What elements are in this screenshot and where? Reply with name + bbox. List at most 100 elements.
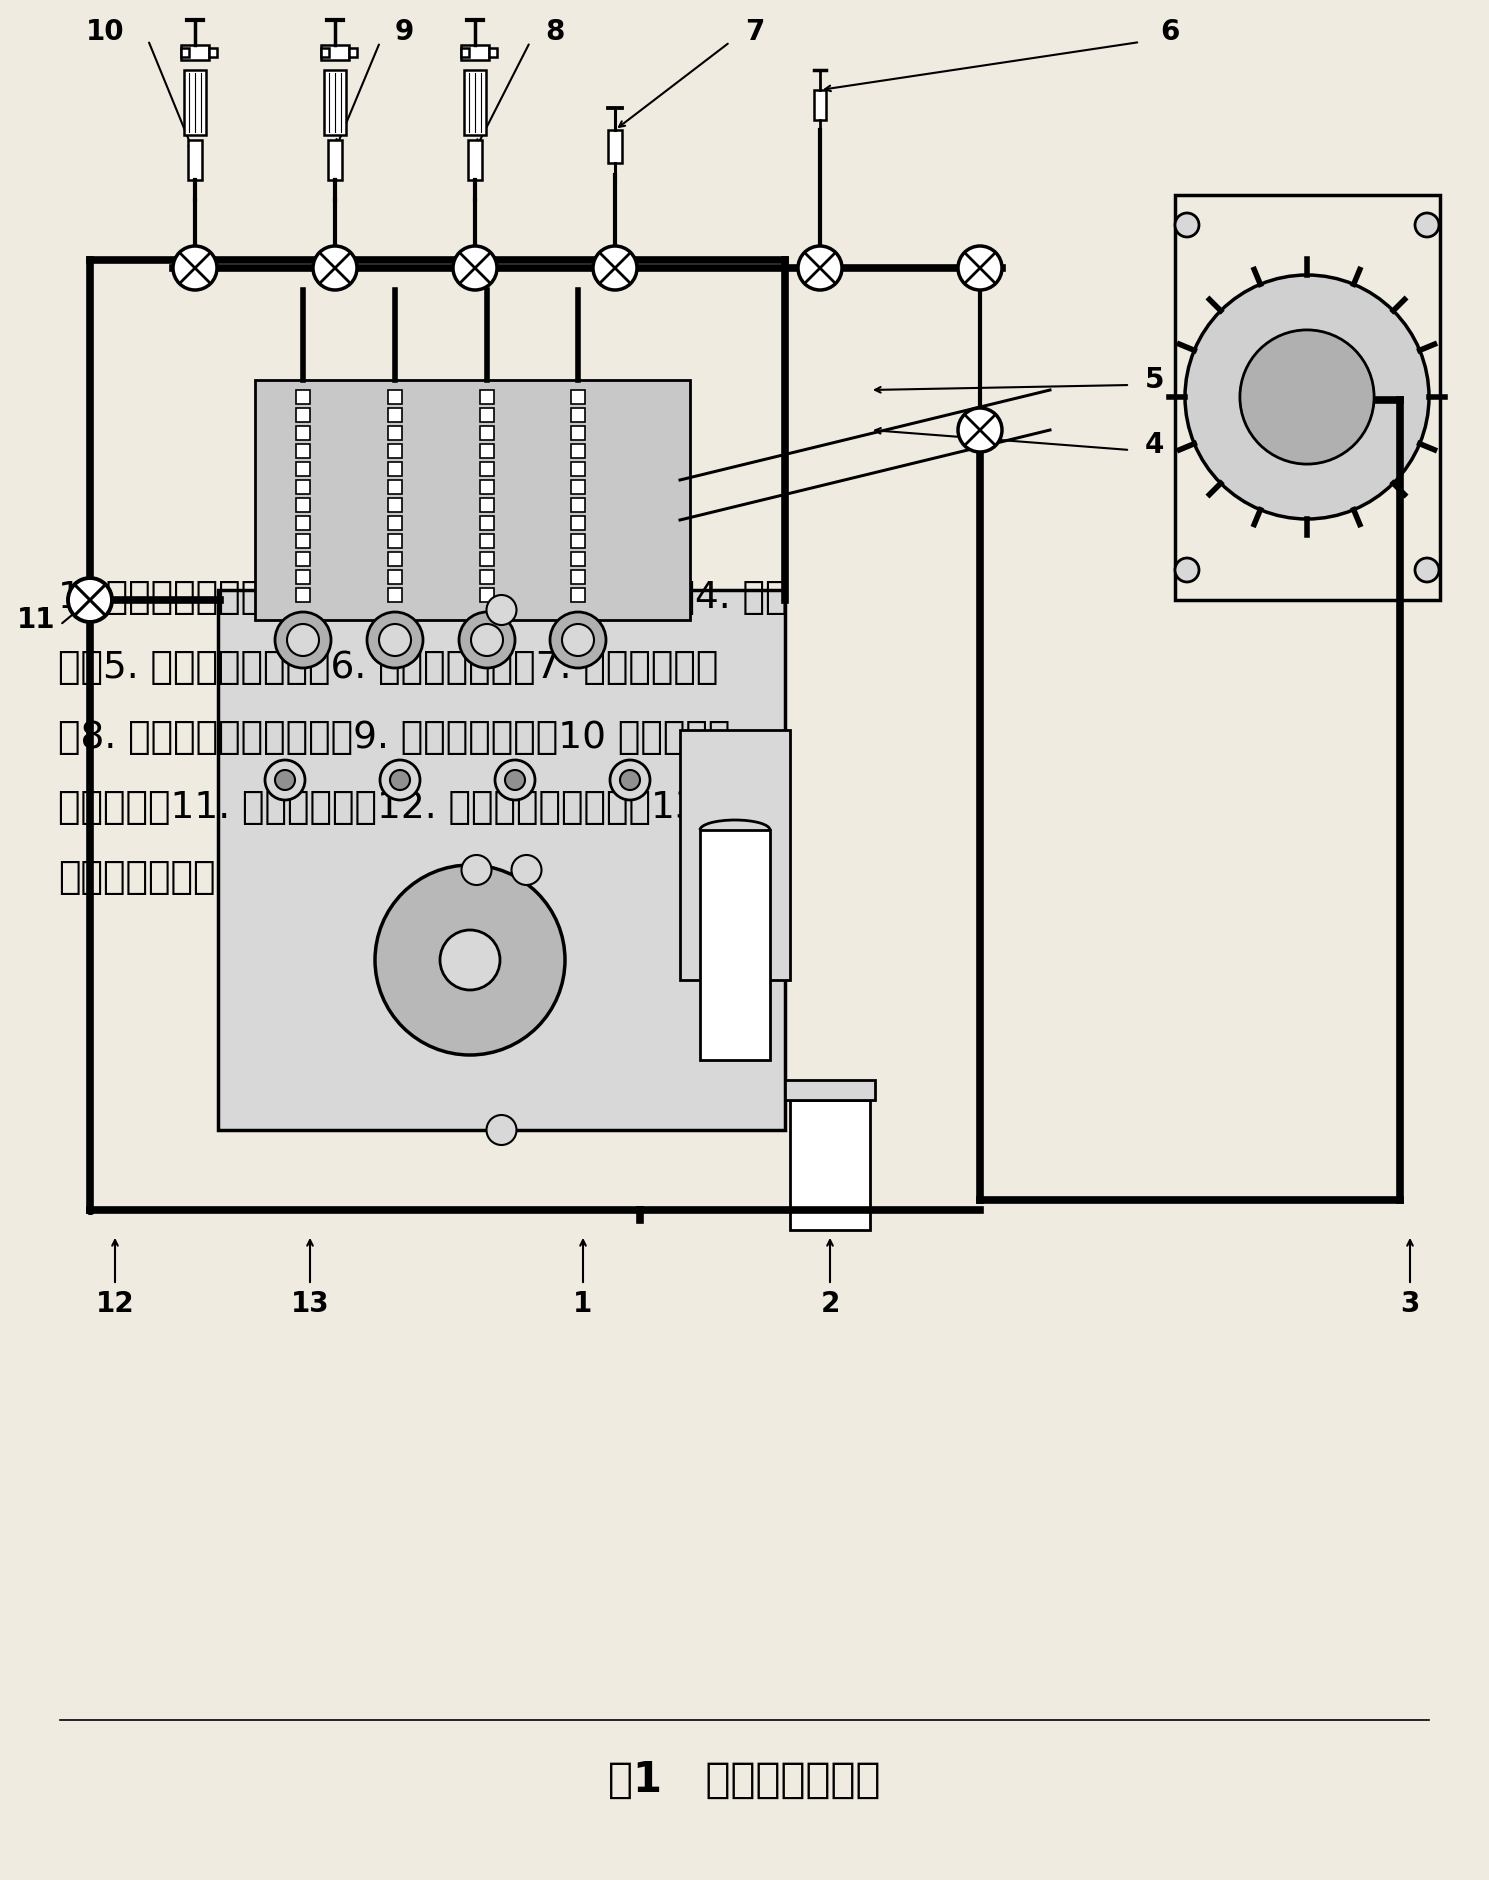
Bar [570, 498, 585, 511]
Circle shape [957, 246, 1002, 290]
Text: 7: 7 [744, 19, 764, 45]
Bar [389, 515, 402, 530]
Circle shape [593, 246, 637, 290]
Bar [182, 49, 189, 56]
Bar [479, 479, 494, 494]
Circle shape [549, 613, 606, 667]
Circle shape [798, 246, 841, 290]
Bar [296, 444, 310, 459]
Circle shape [512, 855, 542, 885]
Bar [479, 534, 494, 547]
Circle shape [265, 760, 305, 801]
Circle shape [494, 760, 535, 801]
Circle shape [487, 1115, 517, 1145]
Bar [185, 70, 205, 135]
Bar [465, 70, 485, 135]
Bar [296, 553, 310, 566]
Circle shape [1415, 212, 1438, 237]
Bar [785, 1079, 876, 1100]
Bar [570, 553, 585, 566]
Bar [570, 389, 585, 404]
Circle shape [471, 624, 503, 656]
Bar [462, 49, 469, 56]
Bar [296, 427, 310, 440]
Circle shape [1240, 329, 1374, 464]
Circle shape [957, 408, 1002, 451]
Bar [296, 570, 310, 585]
Text: 13: 13 [290, 1290, 329, 1318]
Circle shape [619, 771, 640, 790]
Bar [479, 389, 494, 404]
Circle shape [487, 594, 517, 624]
Bar [188, 139, 203, 180]
Bar [570, 444, 585, 459]
Bar [389, 427, 402, 440]
Bar [389, 588, 402, 602]
Bar [479, 408, 494, 421]
Circle shape [313, 246, 357, 290]
Bar [296, 515, 310, 530]
Bar [680, 729, 791, 979]
Bar [389, 553, 402, 566]
Text: 图1   电控单体泵系统: 图1 电控单体泵系统 [608, 1760, 880, 1801]
Circle shape [462, 855, 491, 885]
Circle shape [1175, 212, 1199, 237]
Circle shape [173, 246, 217, 290]
Bar [389, 534, 402, 547]
Text: 1. 电控组合单体泵总扐2. 柴油滤清全3. ECU 电控单元4. 线束: 1. 电控组合单体泵总扐2. 柴油滤清全3. ECU 电控单元4. 线束 [58, 581, 788, 617]
Bar [479, 570, 494, 585]
Text: 11: 11 [16, 605, 55, 634]
Bar [389, 444, 402, 459]
Text: 5: 5 [1145, 367, 1164, 395]
Bar [462, 45, 488, 60]
Text: 2: 2 [820, 1290, 840, 1318]
Text: 1: 1 [573, 1290, 593, 1318]
Bar [570, 479, 585, 494]
Bar [700, 829, 770, 1060]
Bar [255, 380, 689, 620]
Bar [570, 515, 585, 530]
Circle shape [380, 624, 411, 656]
Bar [208, 49, 217, 56]
Circle shape [1415, 558, 1438, 583]
Bar [322, 49, 329, 56]
Circle shape [441, 931, 500, 991]
Text: 3: 3 [1400, 1290, 1419, 1318]
Text: 6: 6 [1160, 19, 1179, 45]
Bar [348, 49, 357, 56]
Bar [488, 49, 497, 56]
Bar [479, 553, 494, 566]
Bar [389, 570, 402, 585]
Circle shape [375, 865, 564, 1055]
Circle shape [459, 613, 515, 667]
Bar [814, 90, 826, 120]
Bar [479, 427, 494, 440]
Circle shape [275, 771, 295, 790]
Bar [479, 498, 494, 511]
Bar [389, 498, 402, 511]
Bar [325, 70, 345, 135]
Bar [296, 479, 310, 494]
Text: 8: 8 [545, 19, 564, 45]
Bar [570, 534, 585, 547]
Circle shape [1185, 274, 1429, 519]
Circle shape [287, 624, 319, 656]
Circle shape [1175, 558, 1199, 583]
Bar [296, 534, 310, 547]
Bar [468, 139, 482, 180]
Bar [479, 462, 494, 476]
Text: 9: 9 [395, 19, 414, 45]
Text: 全8. 中冷后压力温度传感全9. 曲轴转速传感隉10 油泵凸轮轴: 全8. 中冷后压力温度传感全9. 曲轴转速传感隉10 油泵凸轮轴 [58, 720, 731, 756]
Circle shape [561, 624, 594, 656]
Bar [570, 462, 585, 476]
Bar [328, 139, 342, 180]
Bar [389, 389, 402, 404]
Circle shape [68, 577, 112, 622]
Bar [296, 462, 310, 476]
Circle shape [610, 760, 651, 801]
Bar [296, 408, 310, 421]
Bar [296, 588, 310, 602]
Circle shape [380, 760, 420, 801]
Text: 12: 12 [95, 1290, 134, 1318]
Circle shape [505, 771, 526, 790]
